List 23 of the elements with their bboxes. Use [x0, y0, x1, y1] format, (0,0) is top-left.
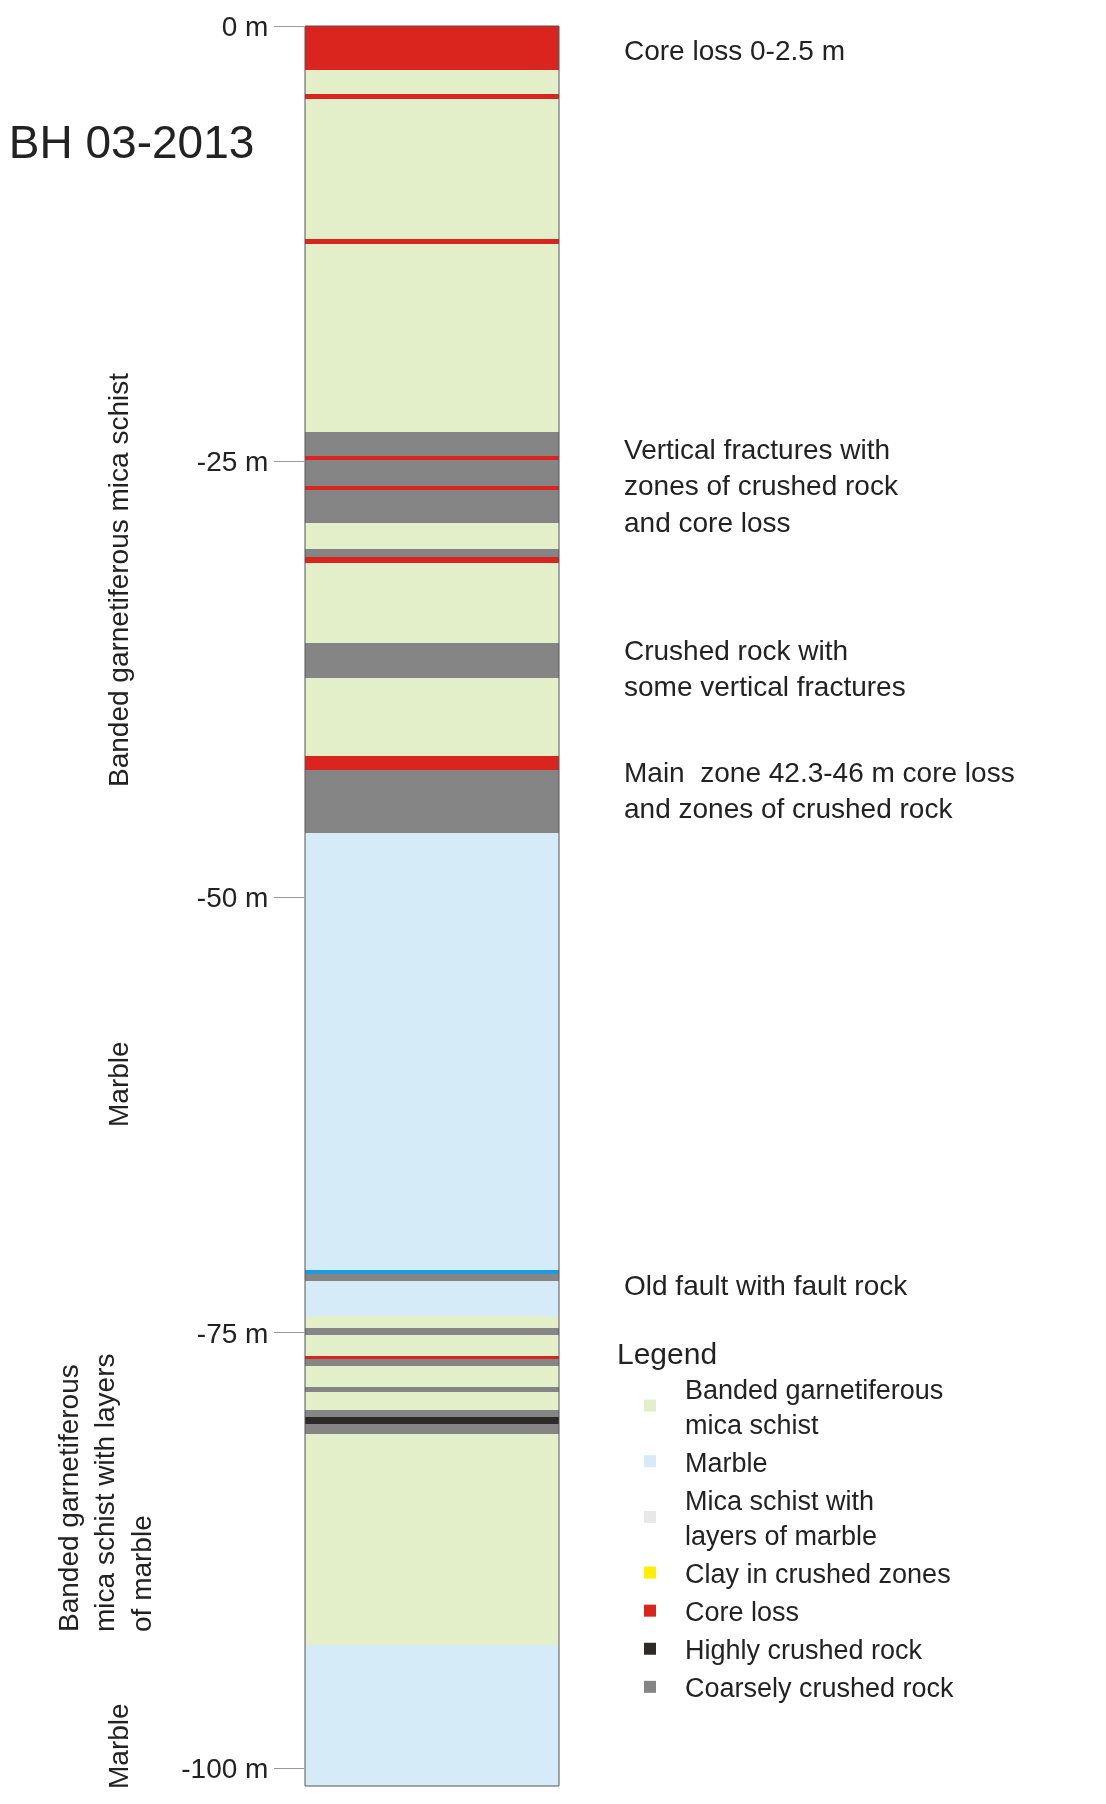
text: BH 03-2013: [8, 116, 255, 169]
legend-label: Core loss: [685, 1597, 800, 1628]
legend-label: Banded garnetiferous mica schist: [685, 1374, 944, 1440]
y-tick-label: -50 m: [196, 882, 269, 914]
text: Main zone 42.3-46 m core loss and zones of crushed rock: [624, 757, 1015, 825]
text: Vertical fractures with zones of crushed rock and core loss: [624, 434, 899, 538]
y-tick-label: -25 m: [196, 446, 269, 478]
y-tick-label: -100 m: [181, 1753, 269, 1785]
legend-label: Marble: [685, 1447, 768, 1478]
text: Crushed rock with some vertical fractures: [624, 635, 906, 703]
legend-label: Highly crushed rock: [685, 1635, 923, 1666]
text: Core loss 0-2.5 m: [624, 35, 845, 66]
legend-title: Legend: [617, 1337, 718, 1370]
text: Marble: [103, 1703, 134, 1789]
text: Banded garnetiferous mica schist: [103, 372, 134, 787]
text: Banded garnetiferous mica schist with layers of marble: [53, 1353, 157, 1632]
legend-label: Coarsely crushed rock: [685, 1673, 955, 1704]
y-tick-label: -75 m: [196, 1317, 269, 1349]
text: Marble: [103, 1041, 134, 1127]
legend-label: Mica schist with layers of marble: [685, 1485, 878, 1551]
text: Old fault with fault rock: [624, 1270, 909, 1301]
y-tick-label: 0 m: [221, 10, 269, 42]
legend-label: Clay in crushed zones: [685, 1559, 951, 1590]
